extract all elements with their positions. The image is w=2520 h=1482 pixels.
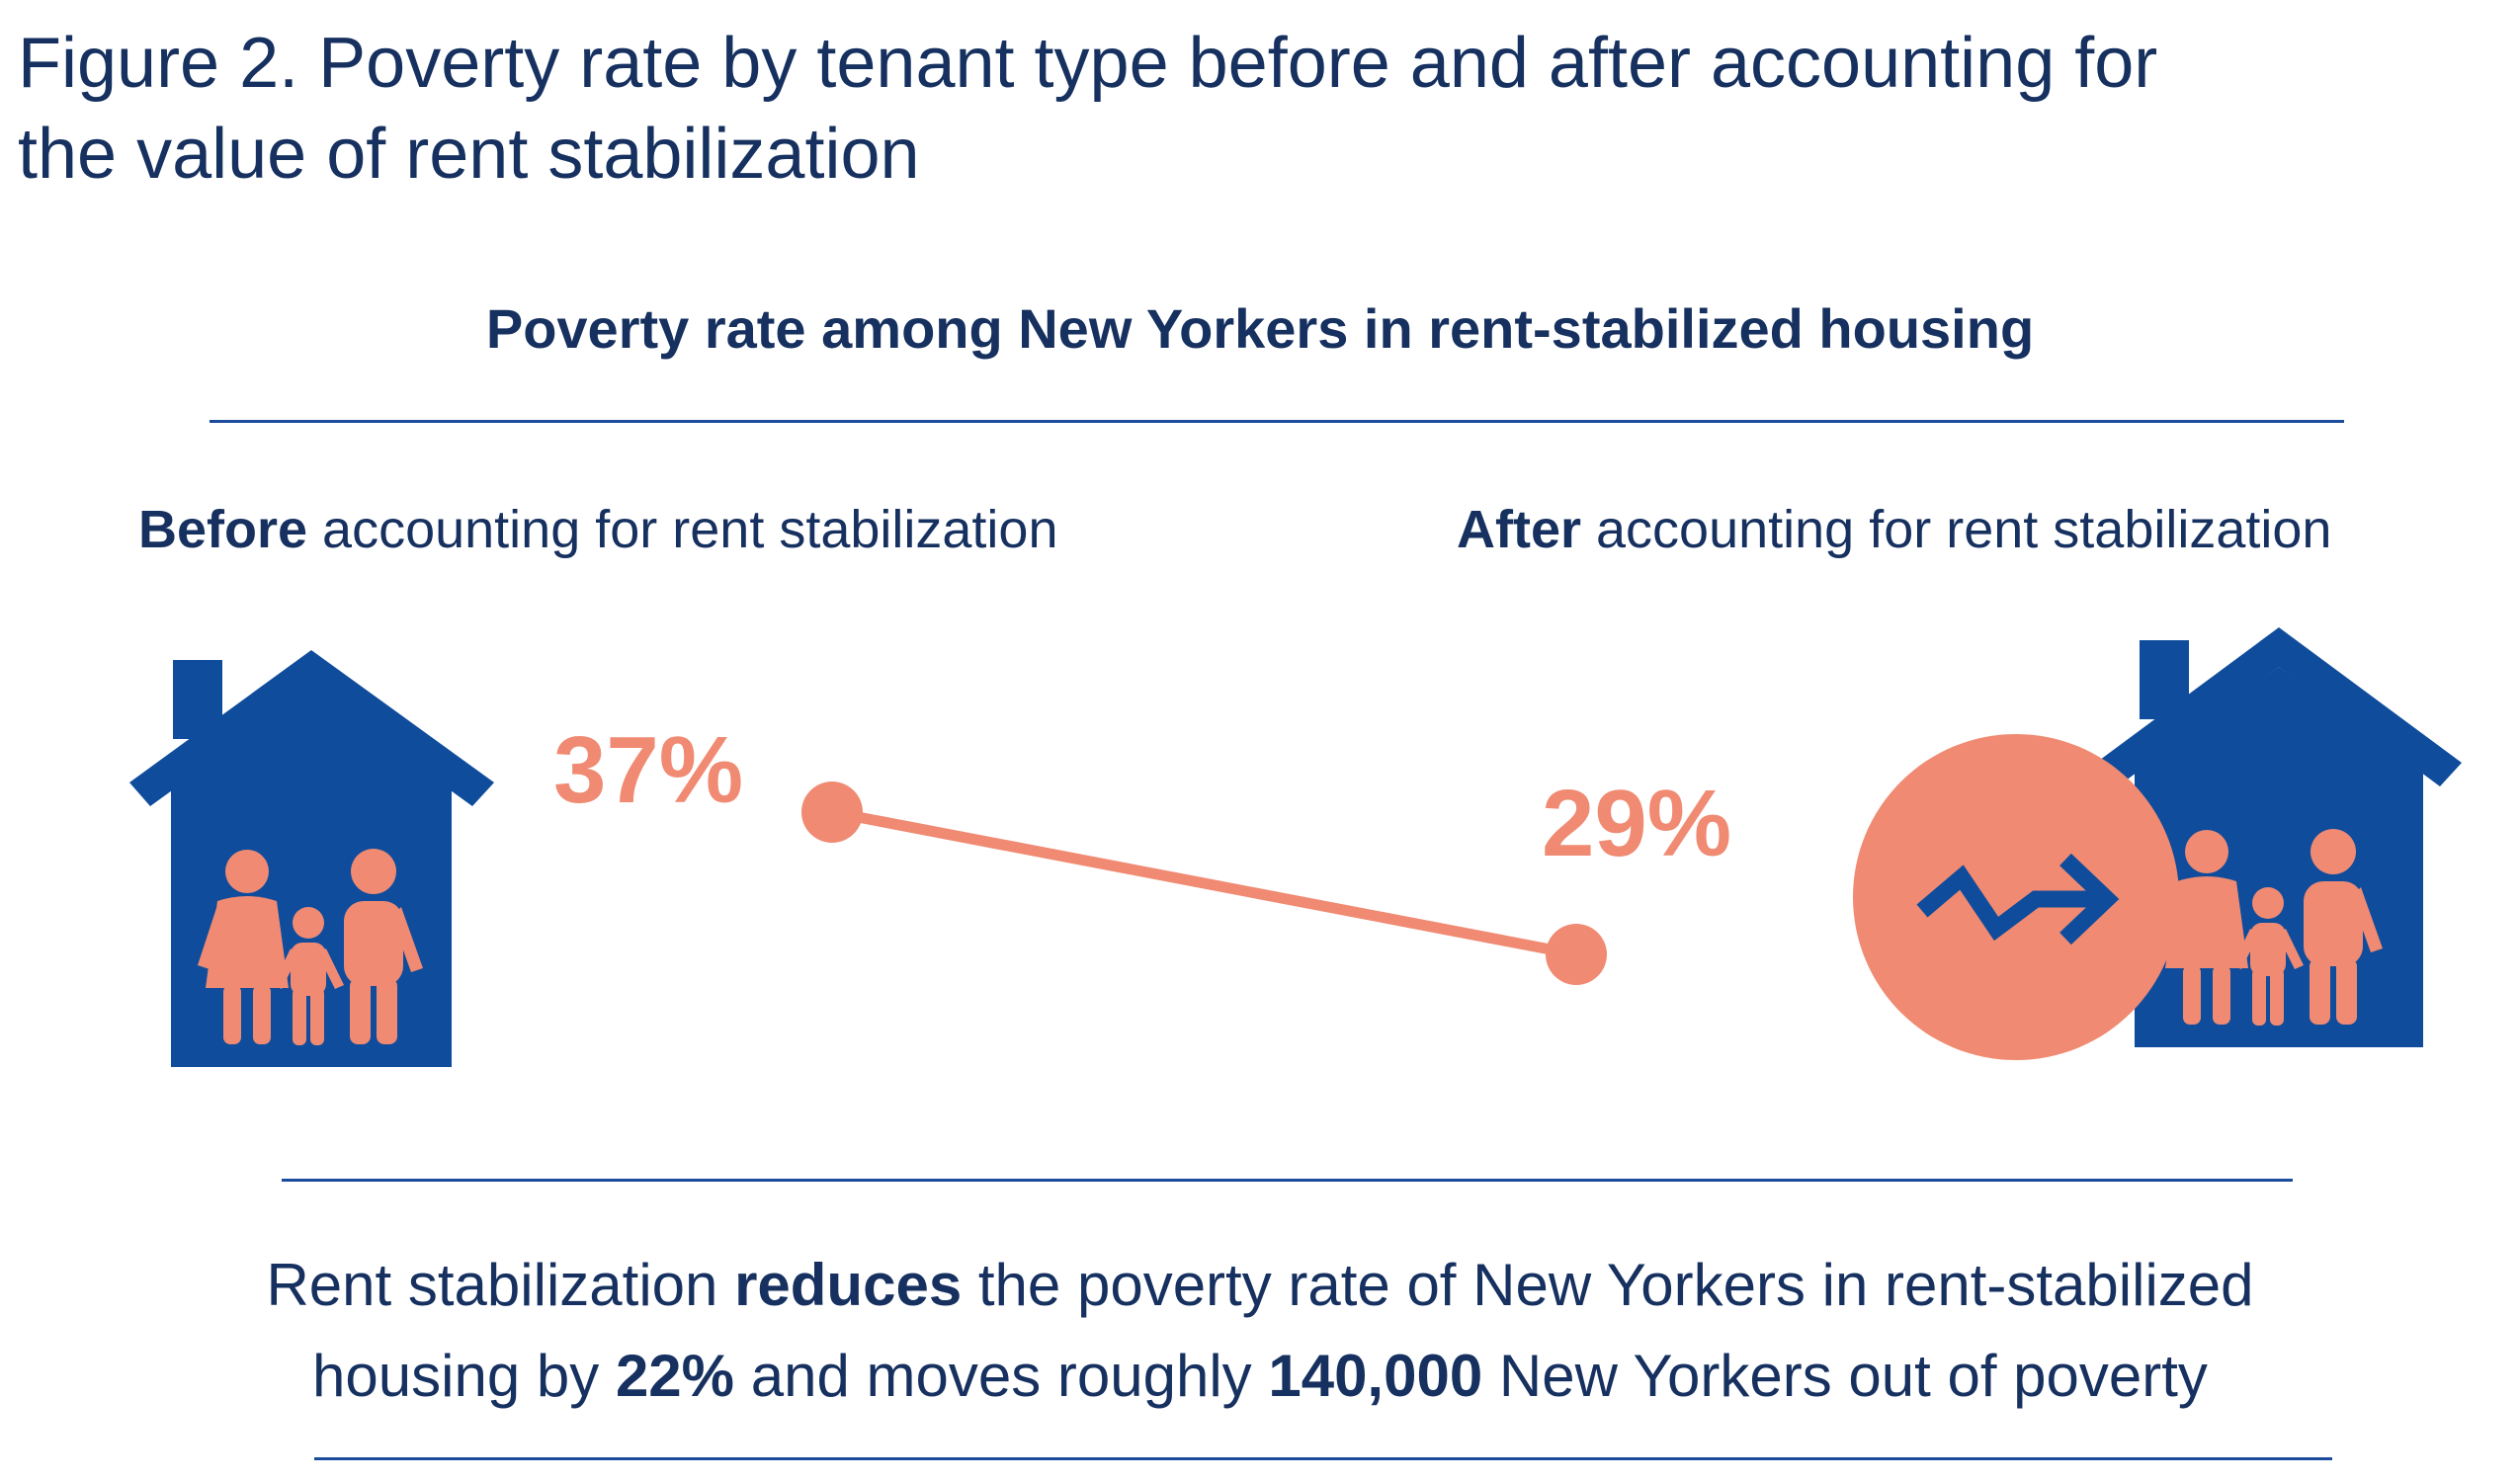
summary-text: Rent stabilization reduces the poverty r… — [0, 1240, 2520, 1422]
series-line — [830, 806, 1578, 960]
summary-line2-e: New Yorkers out of poverty — [1482, 1343, 2208, 1409]
figure-title-line2: the value of rent stabilization — [18, 115, 920, 194]
summary-line2-d: 140,000 — [1268, 1343, 1483, 1409]
after-label: After accounting for rent stabilization — [1457, 499, 2331, 560]
top-divider — [210, 420, 2344, 423]
figure-title-line1: Figure 2. Poverty rate by tenant type be… — [18, 24, 2158, 103]
after-label-rest: accounting for rent stabilization — [1581, 500, 2332, 559]
data-label-before: 37% — [553, 717, 743, 823]
before-house-icon — [129, 650, 494, 1067]
figure-title: Figure 2. Poverty rate by tenant type be… — [18, 18, 2488, 200]
before-label-rest: accounting for rent stabilization — [307, 500, 1058, 559]
summary-line2: housing by 22% and moves roughly 140,000… — [0, 1331, 2520, 1422]
summary-line2-c: and moves roughly — [734, 1343, 1269, 1409]
trend-circle — [1853, 734, 2179, 1060]
chart-subtitle: Poverty rate among New Yorkers in rent-s… — [485, 297, 2035, 360]
before-label: Before accounting for rent stabilization — [138, 499, 1057, 560]
summary-line1-c: the poverty rate of New Yorkers in rent-… — [962, 1252, 2254, 1318]
data-point-before — [801, 782, 863, 843]
trend-arrow-icon — [1916, 853, 2120, 946]
summary-line2-a: housing by — [312, 1343, 616, 1409]
summary-line2-b: 22% — [615, 1343, 735, 1409]
after-label-bold: After — [1457, 500, 1582, 559]
summary-line1-a: Rent stabilization — [266, 1252, 735, 1318]
summary-line1-b: reduces — [734, 1252, 963, 1318]
middle-divider — [282, 1179, 2293, 1182]
after-house-icon — [1853, 627, 2462, 1060]
data-point-after — [1546, 924, 1607, 985]
bottom-divider — [314, 1457, 2332, 1460]
chart-layer: 37% 29% — [553, 717, 1731, 985]
summary-line1: Rent stabilization reduces the poverty r… — [0, 1240, 2520, 1331]
data-label-after: 29% — [1542, 771, 1731, 876]
before-label-bold: Before — [138, 500, 308, 559]
